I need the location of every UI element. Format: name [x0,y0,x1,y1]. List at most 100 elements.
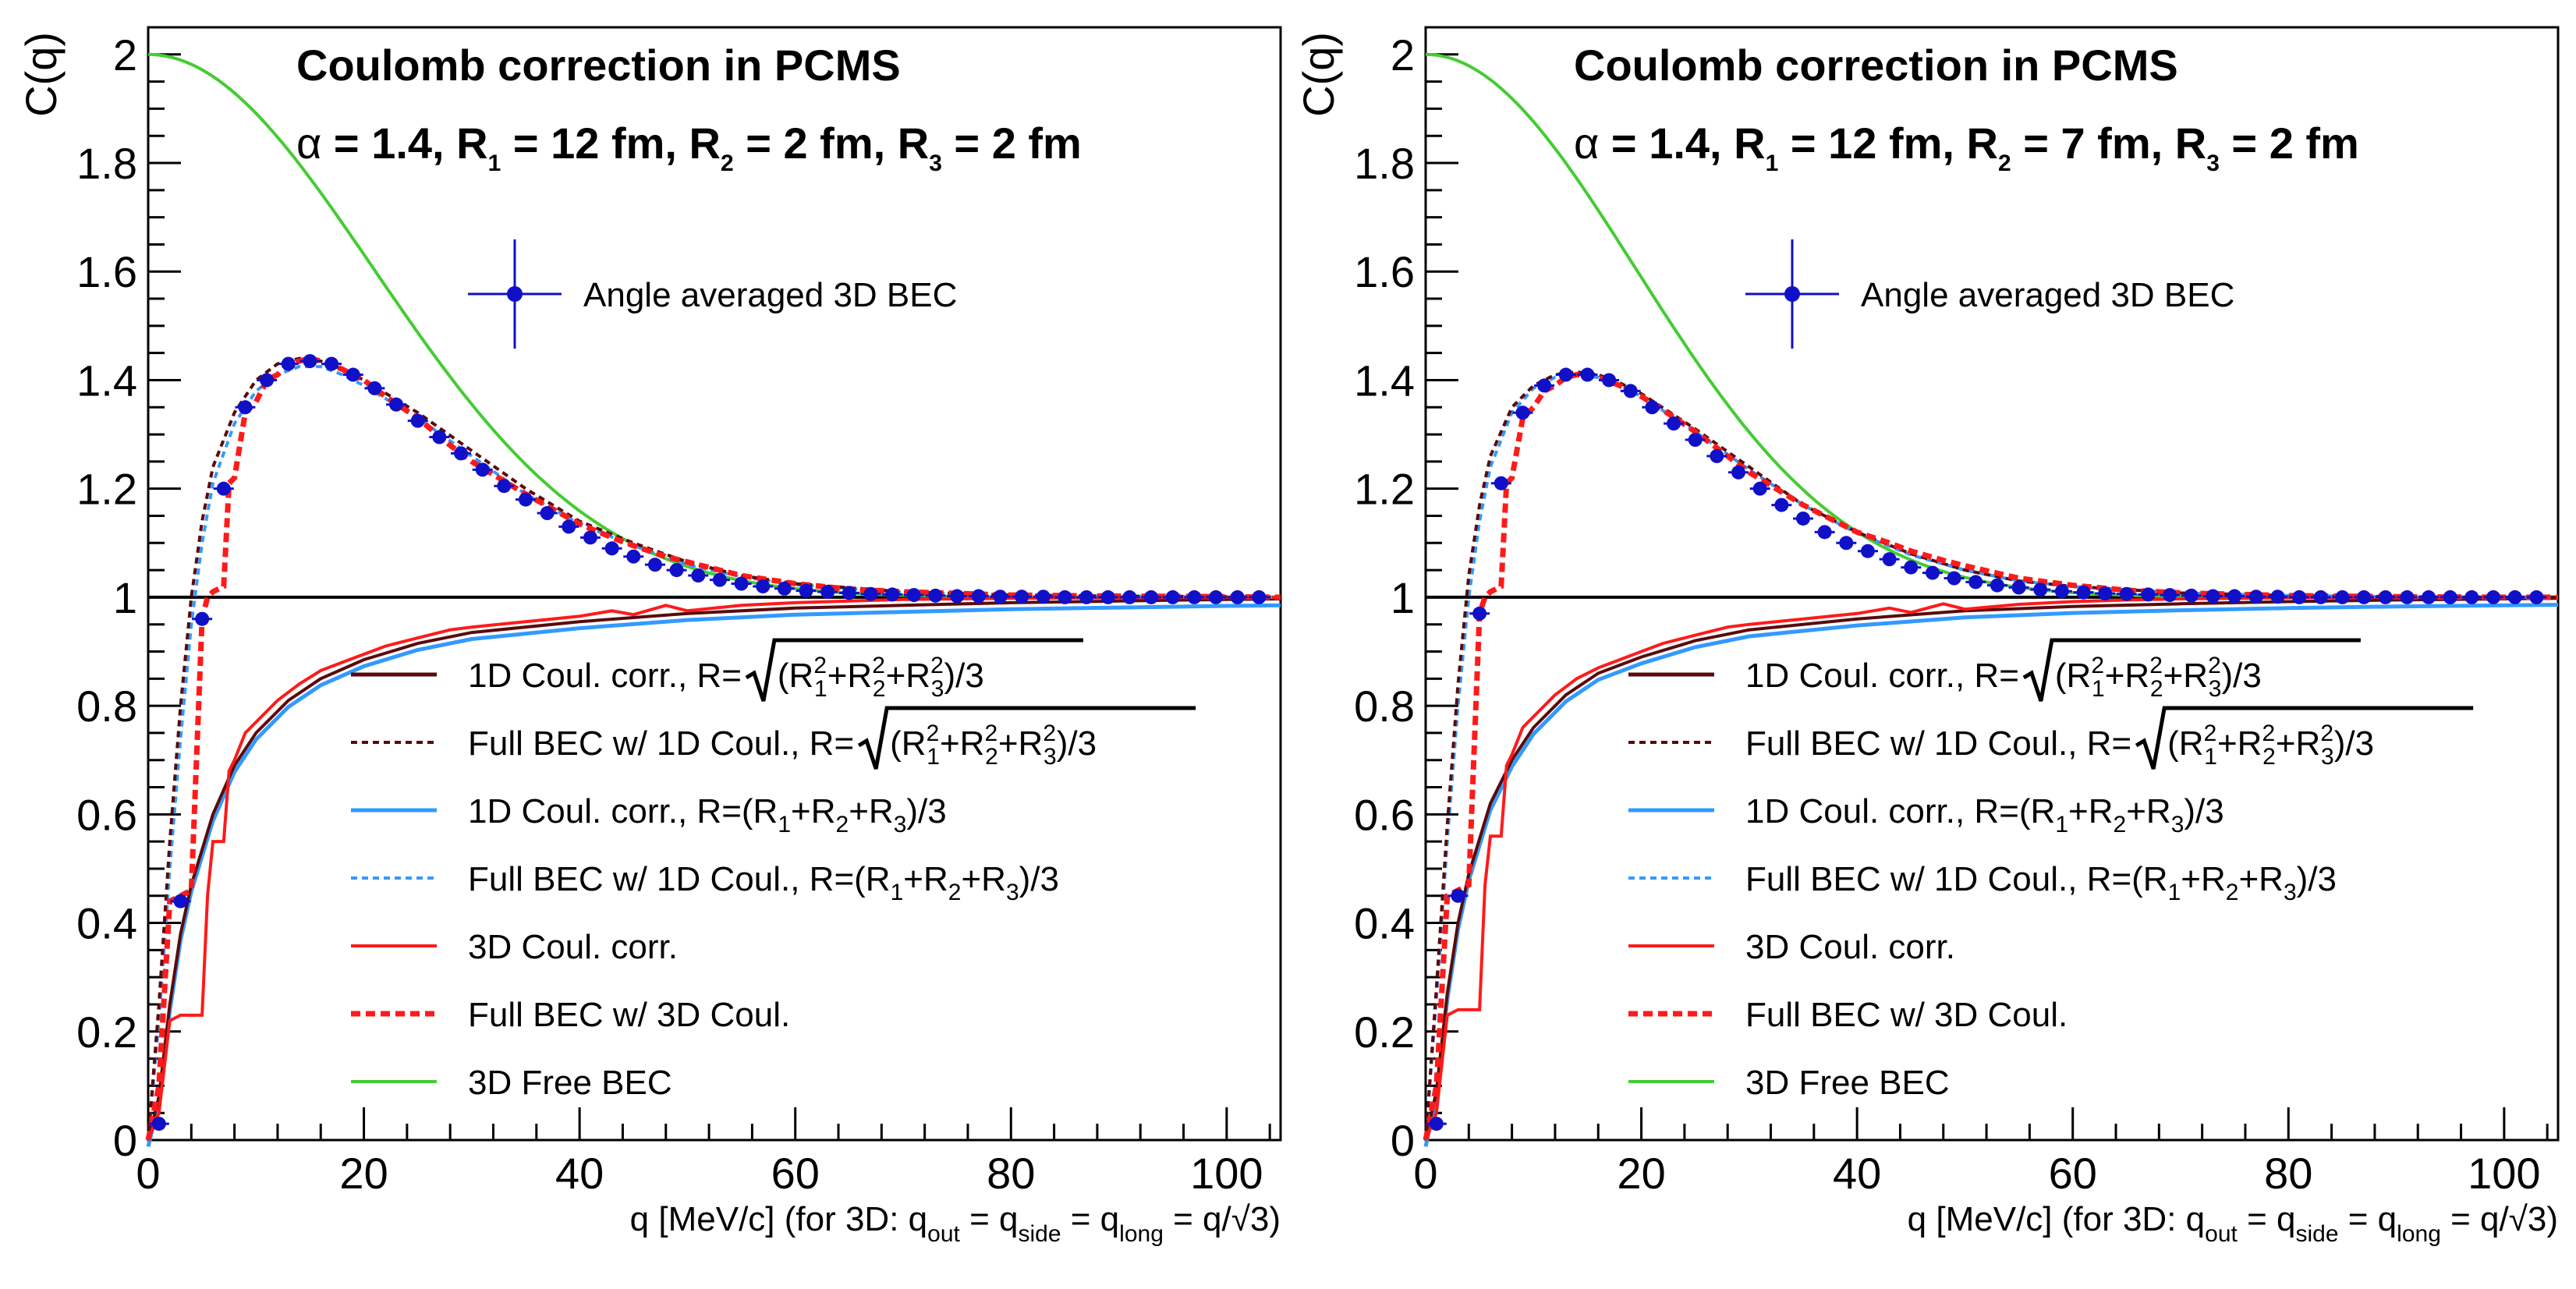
y-tick-label: 0.8 [76,682,137,731]
legend-label-text: 1D Coul. corr., R= [1745,657,2019,695]
legend-sup: 2 [813,653,827,678]
legend-formula: +R [961,860,1005,898]
legend-sub: 3 [2321,744,2334,770]
x-title-root: √ [1231,1200,1251,1238]
bec-point [2507,590,2522,604]
bec-point [562,519,576,534]
legend-formula: (R [2167,724,2203,763]
legend-sub: 1 [2204,744,2217,770]
bec-point [1580,367,1595,382]
legend-formula: +R [886,657,930,695]
bec-point [1558,367,1573,382]
x-title-sub: out [927,1221,960,1247]
y-tick-label: 0.4 [76,899,137,948]
bec-point [540,506,555,521]
bec-point [2119,586,2134,601]
legend-sup: 2 [927,721,940,746]
x-tick-label: 40 [555,1149,604,1198]
legend-sub: 2 [948,880,962,905]
legend-label-6: 3D Free BEC [1745,1064,1950,1102]
x-title-sub: side [1018,1221,1061,1247]
legend-formula: (R [742,792,778,830]
series-full-bec-3d [1423,372,2558,1141]
y-tick-label: 1 [1391,573,1415,622]
x-tick-label: 80 [987,1149,1035,1198]
legend-sqrt-formula: (R2 1+R2 2+R2 3)/3 [2167,721,2374,770]
legend-label-text: 1D Coul. corr., R= [1745,792,2019,830]
param-text: = 12 fm, R [1778,119,1998,168]
legend-formula: (R [778,657,813,695]
legend-formula: +R [2238,860,2283,898]
param-alpha-symbol: α [296,119,321,168]
legend-sup: 2 [872,653,885,678]
bec-point [216,481,231,496]
x-title-part: q [MeV/c] (for 3D: q [630,1200,927,1238]
bec-point [238,400,253,415]
bec-point [1817,525,1832,540]
legend-label-0: 1D Coul. corr., R= [468,657,742,695]
bec-point [303,354,317,369]
bec-point [281,356,296,371]
y-tick-label: 0.6 [76,790,137,839]
bec-point [993,590,1008,604]
param-text: = 2 fm, R [734,119,930,168]
bec-point [1515,405,1530,420]
y-tick-label: 1.2 [76,465,137,514]
legend-label-text: Full BEC w/ 1D Coul., R= [1745,860,2131,898]
legend-label-text: 1D Coul. corr., R= [468,657,742,695]
legend-label-5: Full BEC w/ 3D Coul. [1745,996,2068,1034]
series-3d-coul [1424,595,2558,1141]
legend-sup: 2 [2204,721,2217,746]
x-axis-title: q [MeV/c] (for 3D: qout = qside = qlong … [630,1200,1281,1247]
bec-point [2486,590,2501,604]
legend-radical [745,638,1083,702]
legend-label-1: Full BEC w/ 1D Coul., R= [1745,724,2131,763]
x-tick-label: 60 [771,1149,820,1198]
bec-point [1667,416,1681,431]
bec-point [2054,584,2069,599]
legend-label-text: 3D Coul. corr. [468,928,678,966]
legend-formula: )/3 [944,657,983,695]
legend-formula: +R [827,657,872,695]
bec-point [2292,590,2307,604]
legend-sub: 2 [836,812,849,837]
bec-point [2141,587,2156,602]
bec-point [863,586,878,601]
legend-formula: +R [849,792,893,830]
legend-sup: 2 [2091,653,2104,678]
chart-panel-left: 0 20 40 60 80 10000.20.40.60.811.21.41.61.82C… [16,26,1282,1247]
legend-formula: +R [2163,657,2208,695]
y-tick-label: 0.2 [76,1007,137,1057]
x-title-part: 3) [1250,1200,1281,1238]
bec-point [950,589,965,604]
bec-point [1537,378,1552,393]
legend-formula: (R [2131,860,2167,898]
x-title-part: = q [2238,1200,2296,1238]
x-tick-label: 0 [1413,1149,1437,1198]
bec-point [971,589,986,604]
series-1d-coul-sqrt [147,597,1281,1141]
bec-point [1079,590,1094,604]
param-text: = 7 fm, R [2011,119,2207,168]
legend-formula: +R [2126,792,2170,830]
legend-label-3: Full BEC w/ 1D Coul., R=(R1+R2+R3)/3 [1745,860,2337,905]
chart-params: α = 1.4, R1 = 12 fm, R2 = 7 fm, R3 = 2 f… [1574,119,2359,176]
legend-radical [2135,706,2474,770]
legend-sup: 2 [2208,653,2221,678]
bec-point [1839,536,1854,551]
legend-label-text: 3D Free BEC [1745,1064,1950,1102]
bec-point [2098,586,2113,601]
y-tick-label: 0 [113,1116,137,1165]
param-text: = 1.4, R [1599,119,1765,168]
legend-formula: )/3 [2334,724,2374,763]
bec-point [734,576,749,591]
legend-label-text: 3D Free BEC [468,1064,672,1102]
x-title-part: q [MeV/c] (for 3D: q [1908,1200,2205,1238]
legend-formula: +R [2068,792,2113,830]
bec-point [367,381,382,395]
legend-sup: 2 [984,721,997,746]
legend-sup: 2 [2320,721,2333,746]
x-title-part: = q/ [1164,1200,1232,1238]
legend-label-text: Full BEC w/ 1D Coul., R= [468,860,854,898]
param-text: = 2 fm [942,119,1082,168]
